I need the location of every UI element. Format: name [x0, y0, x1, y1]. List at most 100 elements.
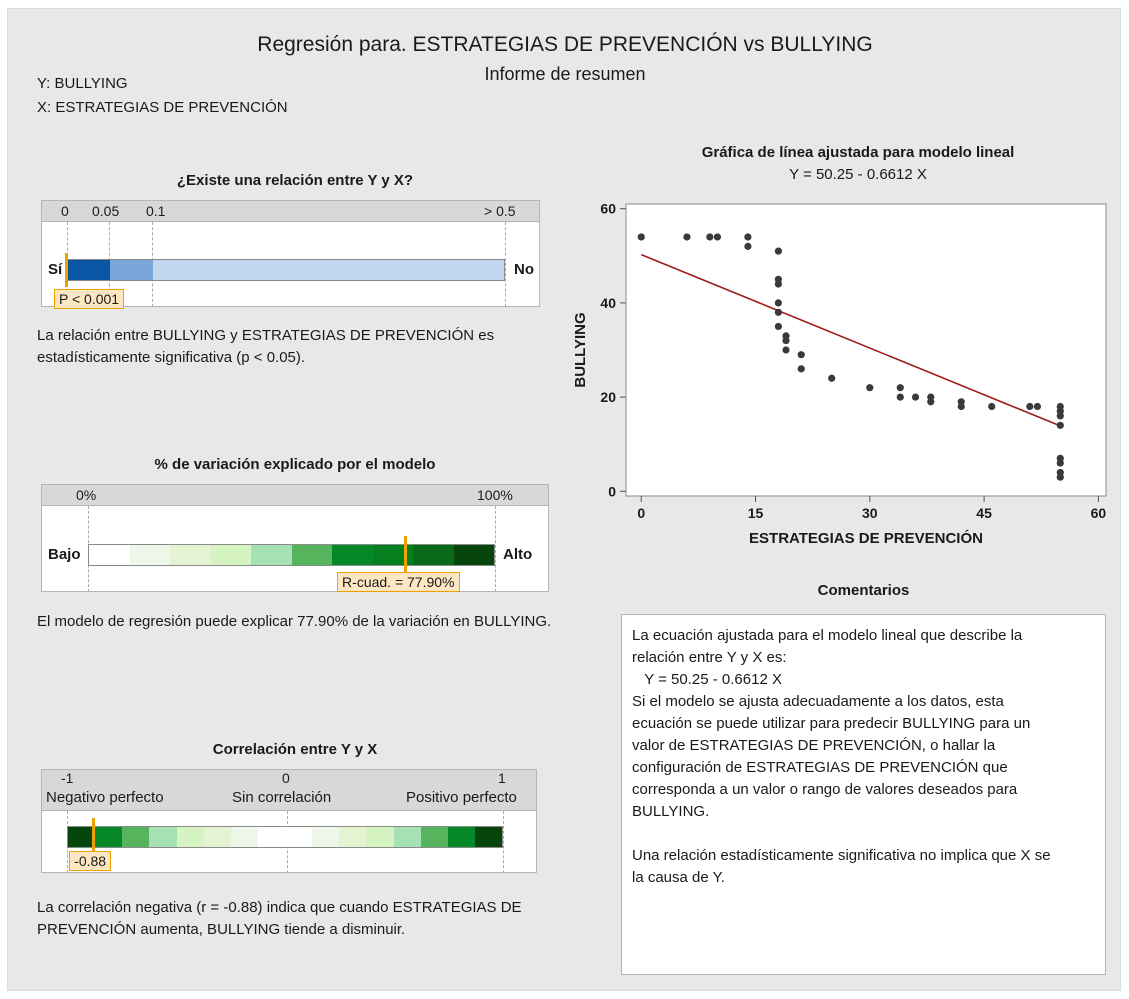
y-axis-label: BULLYING [572, 312, 589, 387]
y-tick-label: 0 [608, 483, 616, 499]
data-point [774, 280, 782, 288]
corr-bar-segment [474, 827, 502, 847]
corr-bar-segment [393, 827, 421, 847]
data-point [911, 393, 920, 401]
comment-line: configuración de ESTRATEGIAS DE PREVENCI… [632, 759, 1008, 776]
data-point [1056, 459, 1064, 467]
r2-bar-segment [129, 545, 170, 565]
data-point [637, 233, 645, 241]
plot-area [625, 203, 1107, 497]
comment-line: la causa de Y. [632, 869, 725, 886]
comment-line: Una relación estadísticamente significat… [632, 847, 1051, 864]
r2-bar-segment [251, 545, 292, 565]
y-tick-label: 60 [600, 201, 616, 217]
data-point [1056, 412, 1064, 420]
corr-bar-segment [366, 827, 394, 847]
data-point [797, 365, 805, 373]
r2-gridline [495, 506, 496, 592]
data-point [774, 299, 782, 307]
pvalue-right-label: No [514, 261, 534, 278]
corr-bar [67, 826, 503, 848]
r2-bar-segment [89, 545, 130, 565]
data-point [927, 398, 935, 406]
comment-line: ecuación se puede utilizar para predecir… [632, 715, 1031, 732]
y-tick-label: 40 [600, 295, 616, 311]
corr-bar-segment [95, 827, 123, 847]
corr-tick-max: 1 [498, 770, 506, 786]
pvalue-left-label: Sí [48, 261, 63, 278]
pvalue-badge: P < 0.001 [54, 289, 125, 309]
data-point [957, 402, 965, 411]
x-tick-label: 45 [976, 505, 992, 521]
data-point [782, 336, 790, 345]
corr-bar-segment [420, 827, 448, 847]
r2-right-label: Alto [503, 546, 533, 563]
pvalue-tick: > 0.5 [484, 203, 516, 219]
data-point [896, 393, 904, 401]
comments-title: Comentarios [817, 582, 910, 599]
comment-line [632, 823, 1095, 845]
fitted-line [640, 253, 1061, 427]
r2-bar-segment [210, 545, 251, 565]
corr-tick-min: -1 [61, 770, 74, 786]
corr-bar-segment [285, 827, 313, 847]
r2-tick-min: 0% [76, 487, 97, 503]
corr-negative-label: Negativo perfecto [46, 789, 164, 806]
pvalue-marker [65, 253, 68, 287]
pvalue-scale-band [41, 200, 540, 222]
data-point [774, 308, 782, 316]
r2-bar-segment [332, 545, 373, 565]
corr-bar-segment [339, 827, 367, 847]
r2-bar-segment [372, 545, 413, 565]
data-point [988, 402, 996, 411]
r2-marker [403, 536, 407, 572]
report-subtitle: Informe de resumen [484, 64, 646, 84]
r2-scale-band [41, 484, 549, 506]
correlation-title: Correlación entre Y y X [212, 741, 378, 758]
corr-tick-mid: 0 [282, 770, 290, 786]
data-point [774, 322, 782, 331]
variation-description: El modelo de regresión puede explicar 77… [37, 613, 552, 630]
data-point [828, 374, 836, 382]
comment-line: La ecuación ajustada para el modelo line… [632, 627, 1023, 644]
r2-left-label: Bajo [48, 546, 81, 563]
comment-line: relación entre Y y X es: [632, 649, 787, 666]
pvalue-tick: 0.05 [92, 203, 120, 219]
r2-bar-segment [170, 545, 211, 565]
data-point [713, 233, 722, 241]
r2-tick-max: 100% [477, 487, 513, 503]
corr-bar-segment [257, 827, 285, 847]
r2-badge: R-cuad. = 77.90% [337, 572, 460, 592]
corr-bar-segment [447, 827, 475, 847]
x-tick-label: 30 [862, 505, 878, 521]
pvalue-tick: 0.1 [146, 203, 166, 219]
corr-gridline [503, 811, 504, 873]
summary-report: Regresión para. ESTRATEGIAS DE PREVENCIÓ… [7, 8, 1121, 991]
y-variable-label: Y: BULLYING [37, 75, 128, 92]
data-point [797, 351, 805, 359]
data-point [896, 384, 904, 392]
x-variable-label: X: ESTRATEGIAS DE PREVENCIÓN [37, 99, 288, 116]
corr-marker [91, 818, 95, 853]
comments-box: La ecuación ajustada para el modelo line… [621, 614, 1106, 975]
corr-bar-segment [68, 827, 96, 847]
data-point [1033, 402, 1042, 411]
data-point [1026, 402, 1034, 411]
pvalue-bar-segment [153, 260, 504, 280]
x-tick-label: 0 [637, 505, 645, 521]
corr-bar-segment [176, 827, 204, 847]
r2-bar-segment [453, 545, 494, 565]
relation-description: La relación entre BULLYING y ESTRATEGIAS… [37, 327, 495, 366]
data-point [1056, 421, 1064, 429]
variation-title: % de variación explicado por el modelo [154, 456, 436, 473]
correlation-description: La correlación negativa (r = -0.88) indi… [37, 899, 522, 938]
comment-line: valor de ESTRATEGIAS DE PREVENCIÓN, o ha… [632, 737, 996, 754]
data-point [866, 384, 874, 392]
comment-line: BULLYING. [632, 803, 710, 820]
data-point [1056, 473, 1064, 481]
comment-line: corresponda a un valor o rango de valore… [632, 781, 1018, 798]
x-axis-label: ESTRATEGIAS DE PREVENCIÓN [749, 529, 983, 547]
data-point [706, 233, 714, 241]
x-tick-label: 15 [748, 505, 764, 521]
corr-bar-segment [230, 827, 258, 847]
